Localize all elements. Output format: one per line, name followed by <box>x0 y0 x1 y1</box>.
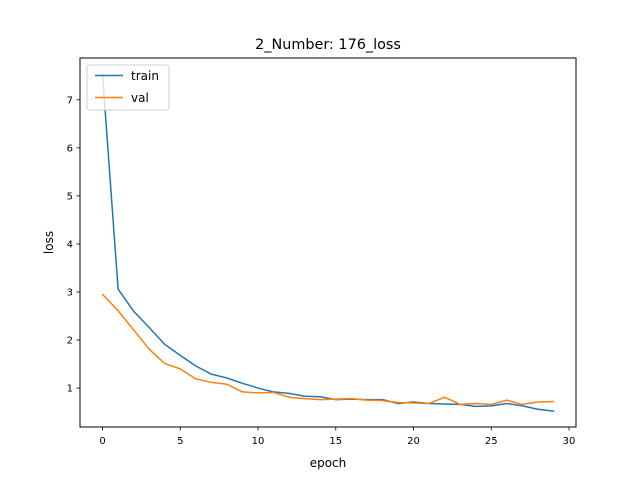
series-line-train <box>101 74 555 412</box>
x-axis-ticks: 0 5 10 15 20 25 30 <box>99 427 575 447</box>
y-tick-label: 5 <box>67 191 73 202</box>
y-axis-ticks: 1 2 3 4 5 6 7 <box>67 95 80 395</box>
y-tick-label: 6 <box>67 143 73 154</box>
series-line-val <box>101 293 555 406</box>
legend: train val <box>86 64 170 111</box>
plot-frame <box>79 57 577 428</box>
x-tick-label: 5 <box>177 436 183 447</box>
x-tick-label: 15 <box>329 436 342 447</box>
y-tick-label: 4 <box>67 240 73 251</box>
x-tick-label: 0 <box>99 436 105 447</box>
y-axis-label: loss <box>42 231 56 254</box>
x-tick-label: 25 <box>485 436 498 447</box>
y-tick-label: 3 <box>67 288 73 299</box>
x-tick-label: 30 <box>563 436 576 447</box>
x-tick-label: 20 <box>407 436 420 447</box>
y-tick-label: 2 <box>67 336 73 347</box>
x-axis-label: epoch <box>310 456 347 470</box>
legend-label-val: val <box>131 91 149 105</box>
y-tick-label: 7 <box>67 95 73 106</box>
x-tick-label: 10 <box>252 436 265 447</box>
plot-lines <box>101 74 555 412</box>
chart-title: 2_Number: 176_loss <box>255 37 401 53</box>
y-tick-label: 1 <box>67 384 73 395</box>
legend-label-train: train <box>131 69 159 83</box>
